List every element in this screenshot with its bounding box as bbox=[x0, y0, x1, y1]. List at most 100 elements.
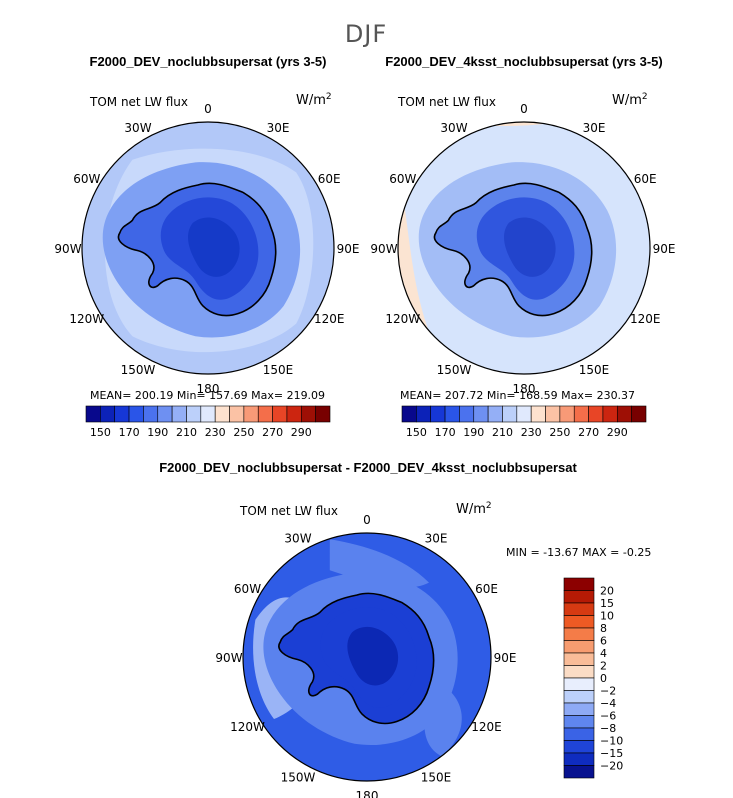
lon-label: 120W bbox=[385, 312, 420, 326]
lon-label: 30E bbox=[425, 532, 448, 546]
colorbar-swatch bbox=[563, 590, 595, 604]
colorbar-tick-label: −20 bbox=[600, 760, 623, 773]
colorbar-tick-label: −10 bbox=[600, 735, 623, 748]
colorbar-tick-label: 290 bbox=[291, 426, 312, 439]
lon-label: 150W bbox=[437, 363, 472, 377]
colorbar-tick-label: 8 bbox=[600, 622, 607, 635]
lon-label: 90E bbox=[494, 651, 517, 665]
colorbar-swatch bbox=[100, 405, 115, 423]
colorbar-tick-label: 150 bbox=[406, 426, 427, 439]
difference-title: F2000_DEV_noclubbsupersat - F2000_DEV_4k… bbox=[159, 460, 577, 475]
colorbar-swatch bbox=[563, 652, 595, 666]
colorbar-tick-label: 190 bbox=[147, 426, 168, 439]
colorbar-swatch bbox=[300, 405, 316, 423]
colorbar-swatch bbox=[430, 405, 446, 423]
colorbar-swatch bbox=[128, 405, 144, 423]
lon-label: 60E bbox=[634, 172, 657, 186]
map-panel-control: F2000_DEV_noclubbsupersat (yrs 3-5) TOM … bbox=[54, 54, 359, 439]
colorbar-swatch bbox=[459, 405, 475, 423]
lon-label: 30W bbox=[440, 121, 467, 135]
colorbar-tick-label: 4 bbox=[600, 647, 607, 660]
lon-label: 0 bbox=[363, 513, 371, 527]
lon-label: 150W bbox=[281, 771, 316, 785]
colorbar-tick-label: 270 bbox=[262, 426, 283, 439]
lon-label: 30E bbox=[583, 121, 606, 135]
polar-map: 0 30E 60E 90E 120E 150E 180 150W 120W 90W 60W 30W bbox=[370, 102, 676, 396]
colorbar-tick-label: 170 bbox=[435, 426, 456, 439]
variable-label: TOM net LW flux bbox=[89, 95, 188, 109]
panel-title: F2000_DEV_noclubbsupersat (yrs 3-5) bbox=[90, 54, 327, 69]
units-label: W/m2 bbox=[456, 501, 492, 517]
lon-label: 60W bbox=[73, 172, 100, 186]
map-fill bbox=[82, 122, 334, 374]
colorbar-swatch bbox=[631, 405, 647, 423]
colorbar-swatch bbox=[416, 405, 432, 423]
colorbar-tick-label: 210 bbox=[176, 426, 197, 439]
colorbar-swatch bbox=[516, 405, 532, 423]
colorbar-tick-label: −2 bbox=[600, 685, 616, 698]
colorbar-swatch bbox=[401, 405, 417, 423]
polar-map: 0 30E 60E 90E 120E 150E 180 150W 120W 90W 60W 30W bbox=[215, 513, 516, 798]
lon-label: 60W bbox=[234, 582, 261, 596]
colorbar-tick-label: 170 bbox=[119, 426, 140, 439]
colorbar-swatch bbox=[171, 405, 187, 423]
colorbar-swatch bbox=[186, 405, 202, 423]
colorbar-swatch bbox=[602, 405, 618, 423]
colorbar-tick-label: 250 bbox=[549, 426, 570, 439]
colorbar-swatch bbox=[563, 715, 595, 729]
lon-label: 90E bbox=[653, 242, 676, 256]
colorbar-tick-label: 230 bbox=[205, 426, 226, 439]
colorbar-swatch bbox=[559, 405, 575, 423]
colorbar-swatch bbox=[563, 752, 595, 766]
polar-map: 0 30E 60E 90E 120E 150E 180 150W 120W 90W 60W 30W bbox=[54, 102, 359, 396]
colorbar: 150 170 190 210 230 250 270 290 bbox=[85, 405, 331, 439]
colorbar-swatch bbox=[272, 405, 288, 423]
colorbar-swatch bbox=[229, 405, 245, 423]
colorbar-tick-label: −8 bbox=[600, 722, 616, 735]
colorbar-tick-label: 210 bbox=[492, 426, 513, 439]
lon-label: 30W bbox=[284, 532, 311, 546]
colorbar-swatch bbox=[616, 405, 632, 423]
lon-label: 180 bbox=[356, 789, 379, 798]
colorbar-swatch bbox=[530, 405, 546, 423]
map-panel-4ksst: F2000_DEV_4ksst_noclubbsupersat (yrs 3-5… bbox=[370, 54, 675, 439]
lon-label: 90E bbox=[337, 242, 360, 256]
map-border bbox=[242, 532, 492, 782]
lon-label: 60W bbox=[389, 172, 416, 186]
colorbar-swatch bbox=[243, 405, 259, 423]
colorbar-tick-label: 290 bbox=[607, 426, 628, 439]
colorbar-swatch bbox=[563, 602, 595, 616]
colorbar-tick-label: −15 bbox=[600, 747, 623, 760]
colorbar-swatch bbox=[286, 405, 302, 423]
colorbar-tick-label: 6 bbox=[600, 635, 607, 648]
colorbar-swatch bbox=[588, 405, 604, 423]
lon-label: 150E bbox=[421, 771, 452, 785]
units-label: W/m2 bbox=[612, 92, 648, 108]
lon-label: 90W bbox=[54, 242, 81, 256]
colorbar-swatch bbox=[563, 577, 595, 591]
colorbar-swatch bbox=[257, 405, 273, 423]
lon-label: 150W bbox=[121, 363, 156, 377]
colorbar-swatch bbox=[114, 405, 130, 423]
lon-label: 120E bbox=[314, 312, 345, 326]
colorbar-swatch bbox=[563, 627, 595, 641]
stats-line: MEAN= 207.72 Min= 168.59 Max= 230.37 bbox=[400, 389, 635, 402]
colorbar-swatch bbox=[563, 727, 595, 741]
colorbar-tick-label: 2 bbox=[600, 660, 607, 673]
colorbar-tick-label: 230 bbox=[521, 426, 542, 439]
colorbar-swatch bbox=[214, 405, 230, 423]
colorbar-swatch bbox=[487, 405, 503, 423]
variable-label: TOM net LW flux bbox=[397, 95, 496, 109]
map-fill bbox=[243, 533, 491, 781]
colorbar-swatch bbox=[563, 740, 595, 754]
colorbar-swatch bbox=[563, 615, 595, 629]
colorbar-tick-label: 0 bbox=[600, 672, 607, 685]
lon-label: 0 bbox=[520, 102, 528, 116]
colorbar-tick-label: −6 bbox=[600, 710, 616, 723]
colorbar-swatch bbox=[563, 677, 595, 691]
lon-label: 120W bbox=[230, 720, 265, 734]
colorbar-tick-label: 20 bbox=[600, 585, 614, 598]
colorbar-tick-label: 190 bbox=[463, 426, 484, 439]
colorbar-swatch bbox=[444, 405, 460, 423]
